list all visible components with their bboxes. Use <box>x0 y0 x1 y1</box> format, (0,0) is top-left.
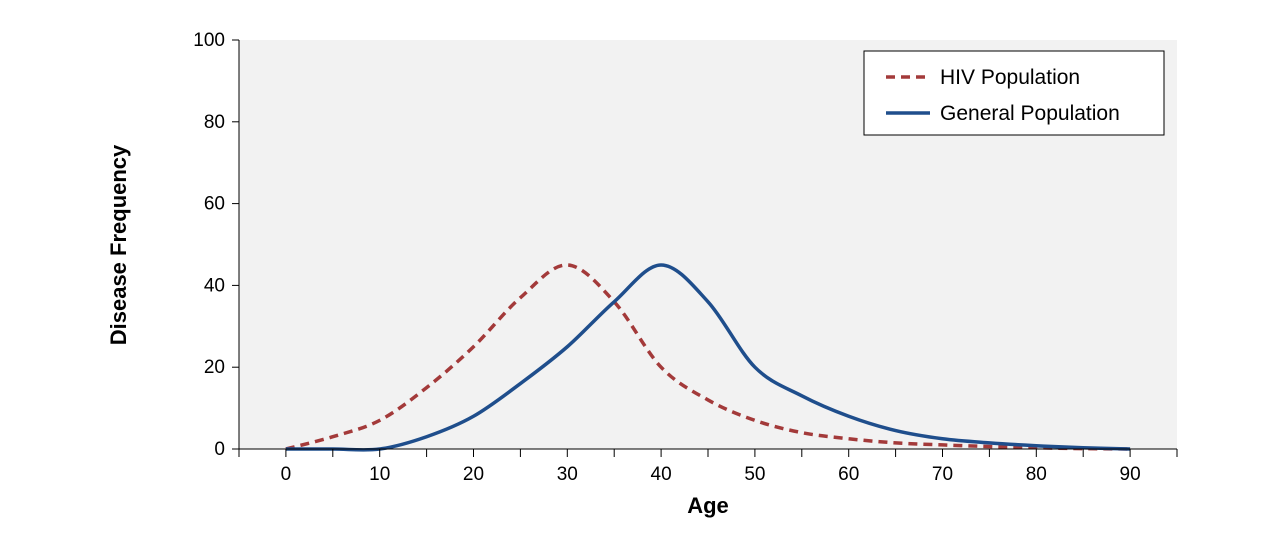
y-tick-label: 0 <box>214 439 225 460</box>
x-axis-title: Age <box>687 493 729 518</box>
y-tick-label: 60 <box>204 194 225 215</box>
series-line-hiv-population <box>285 263 1131 451</box>
legend-box <box>863 50 1165 136</box>
y-tick-label: 20 <box>204 357 225 378</box>
y-axis-title: Disease Frequency <box>106 144 131 345</box>
x-tick-label: 70 <box>932 464 953 485</box>
x-tick-label: 30 <box>557 464 578 485</box>
x-tick-label: 10 <box>369 464 390 485</box>
y-tick-label: 80 <box>204 112 225 133</box>
legend: HIV Population General Population <box>863 50 1165 136</box>
x-tick-label: 40 <box>651 464 672 485</box>
x-tick-label: 90 <box>1120 464 1141 485</box>
x-tick-label: 80 <box>1026 464 1047 485</box>
y-tick-label: 100 <box>193 30 225 51</box>
x-tick-label: 20 <box>463 464 484 485</box>
legend-label: HIV Population <box>940 66 1080 89</box>
x-tick-label: 50 <box>744 464 765 485</box>
x-tick-label: 0 <box>281 464 292 485</box>
series-line-general-population <box>285 263 1131 452</box>
x-tick-label: 60 <box>838 464 859 485</box>
series-lines <box>285 263 1131 452</box>
legend-label: General Population <box>940 102 1120 125</box>
axes: 0 20 40 60 80 100 0 10 20 30 40 50 60 70 80 90 <box>193 30 1178 485</box>
y-tick-label: 40 <box>204 275 225 296</box>
